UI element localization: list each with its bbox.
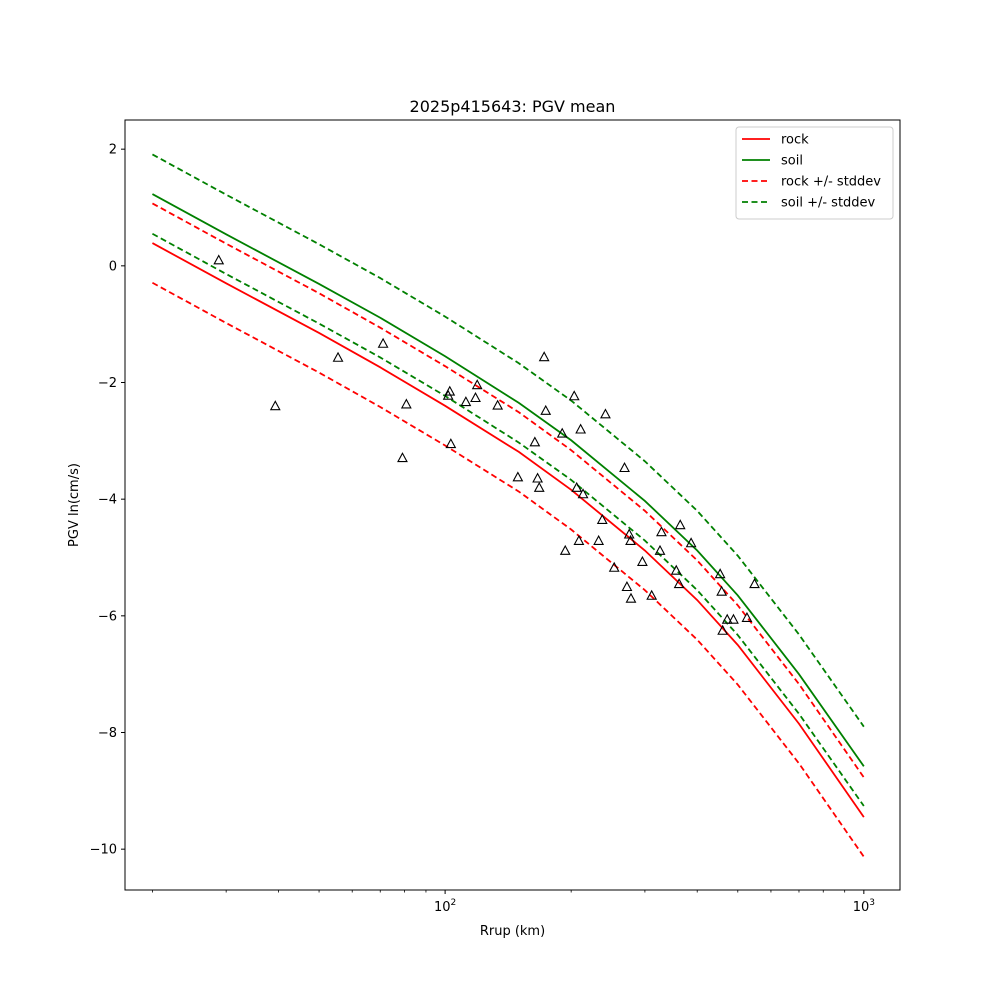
observation-point: [400, 398, 412, 409]
observation-point: [444, 385, 456, 396]
observation-point: [656, 526, 667, 537]
y-tick-label: −10: [90, 843, 117, 858]
observation-point: [608, 561, 620, 572]
y-tick-label: −2: [98, 376, 117, 391]
observation-point: [714, 568, 726, 579]
legend-label: rock +/- stddev: [781, 175, 881, 190]
observation-point: [674, 519, 686, 530]
observation-point: [332, 351, 344, 362]
observation-point: [721, 613, 733, 624]
y-tick-label: 2: [109, 143, 117, 158]
observation-point: [397, 452, 408, 463]
observation-point: [538, 351, 550, 362]
observation-point: [636, 555, 648, 566]
x-tick-label: 102: [434, 898, 456, 915]
observation-point: [619, 462, 630, 473]
plot-area: [151, 153, 865, 858]
observation-point: [593, 534, 605, 545]
y-tick-label: −8: [98, 726, 117, 741]
observation-point: [685, 537, 697, 548]
observation-point: [533, 481, 545, 492]
observation-point: [741, 611, 753, 622]
observation-point: [445, 438, 457, 449]
observation-point: [670, 564, 682, 575]
observation-point: [470, 392, 481, 403]
observation-point: [717, 624, 729, 635]
series-line-5: [151, 232, 865, 807]
observation-point: [575, 423, 587, 434]
observation-point: [540, 404, 552, 415]
observation-point: [460, 396, 472, 407]
observation-point: [621, 581, 633, 592]
observation-point: [625, 592, 637, 603]
observation-point: [673, 578, 685, 589]
observation-point: [596, 513, 608, 524]
observation-point: [600, 408, 611, 419]
observation-point: [492, 399, 504, 410]
legend-label: soil: [781, 154, 803, 169]
chart-title: 2025p415643: PGV mean: [410, 97, 616, 116]
legend: rock soil rock +/- stddev soil +/- stddev: [735, 126, 894, 220]
observation-point: [559, 544, 571, 555]
observation-point: [512, 471, 524, 482]
observation-point: [716, 585, 728, 596]
y-axis-label: PGV ln(cm/s): [67, 463, 82, 547]
observation-point: [213, 254, 225, 265]
series-line-1: [151, 193, 865, 767]
observation-point: [577, 488, 589, 499]
observation-point: [556, 427, 568, 438]
legend-box: [735, 126, 894, 220]
series-line-0: [151, 242, 865, 818]
observation-point: [654, 544, 666, 555]
observation-point: [646, 589, 658, 600]
observation-point: [571, 481, 583, 492]
axis-ticks: 2 0 −2 −4 −6 −8 −10 102 103: [90, 143, 875, 915]
x-axis-label: Rrup (km): [480, 924, 545, 939]
axes-frame: [124, 119, 901, 891]
observation-point: [568, 390, 580, 401]
legend-label: soil +/- stddev: [781, 196, 876, 211]
series-line-4: [151, 153, 865, 728]
legend-label: rock: [781, 133, 809, 148]
observation-point: [625, 534, 636, 545]
observation-point: [529, 436, 541, 447]
series-line-2: [151, 202, 865, 778]
y-tick-label: −4: [98, 493, 117, 508]
x-tick-label: 103: [853, 898, 875, 915]
observation-point: [532, 472, 544, 483]
observation-point: [728, 613, 739, 624]
observation-point: [471, 379, 483, 390]
observation-point: [573, 534, 585, 545]
y-tick-label: −6: [98, 609, 117, 624]
observation-point: [377, 337, 389, 348]
observation-point: [269, 400, 281, 411]
series-line-3: [151, 281, 865, 858]
observation-point: [749, 578, 760, 589]
y-tick-label: 0: [109, 259, 117, 274]
